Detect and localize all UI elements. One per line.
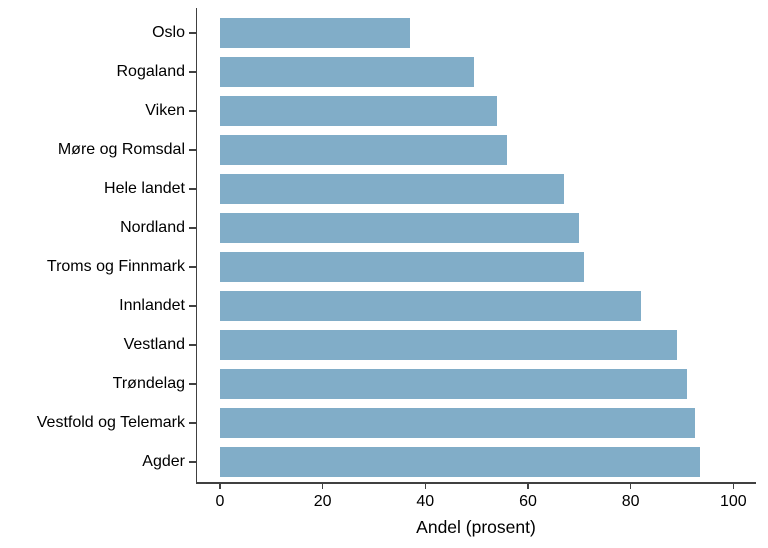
y-tick-mark	[189, 305, 196, 307]
category-label: Rogaland	[116, 63, 186, 80]
category-label: Trøndelag	[112, 375, 185, 392]
category-label: Vestland	[123, 336, 185, 353]
x-tick-mark	[321, 483, 324, 489]
x-tick-mark	[629, 483, 632, 489]
x-tick-label: 0	[215, 493, 225, 510]
x-tick-mark	[219, 483, 221, 489]
bar	[220, 135, 508, 165]
bar	[220, 174, 564, 204]
category-label: Møre og Romsdal	[57, 141, 185, 158]
x-axis-title: Andel (prosent)	[416, 517, 536, 537]
x-tick-mark	[424, 483, 427, 489]
category-label: Agder	[142, 453, 185, 470]
bar	[220, 57, 475, 87]
y-tick-mark	[189, 188, 196, 190]
x-axis-line	[195, 482, 756, 484]
bar	[220, 291, 641, 321]
y-tick-mark	[189, 71, 196, 73]
bar	[220, 447, 700, 477]
y-tick-mark	[189, 344, 196, 346]
bar	[220, 213, 580, 243]
category-label: Vestfold og Telemark	[36, 414, 185, 431]
x-tick-mark	[732, 483, 735, 489]
y-tick-mark	[189, 32, 196, 34]
bar	[220, 330, 677, 360]
category-label: Nordland	[120, 219, 185, 236]
y-tick-mark	[189, 383, 196, 385]
category-label: Troms og Finnmark	[46, 258, 185, 275]
bar	[220, 18, 410, 48]
y-tick-mark	[189, 149, 196, 151]
y-tick-mark	[189, 422, 196, 424]
x-tick-label: 40	[416, 493, 435, 510]
bar	[220, 252, 585, 282]
x-tick-mark	[527, 483, 529, 489]
y-tick-mark	[189, 461, 196, 463]
category-label: Viken	[145, 102, 185, 119]
x-tick-label: 80	[621, 493, 640, 510]
y-tick-mark	[189, 227, 196, 229]
x-tick-label: 60	[519, 493, 537, 510]
bar	[220, 96, 498, 126]
category-label: Oslo	[152, 24, 185, 41]
y-tick-mark	[189, 110, 196, 112]
x-tick-label: 20	[313, 493, 332, 510]
x-tick-label: 100	[719, 493, 747, 510]
y-tick-mark	[189, 266, 196, 268]
bar	[220, 369, 688, 399]
y-axis-line	[195, 8, 198, 483]
bar	[220, 408, 695, 438]
category-label: Innlandet	[119, 297, 185, 314]
category-label: Hele landet	[104, 180, 185, 197]
